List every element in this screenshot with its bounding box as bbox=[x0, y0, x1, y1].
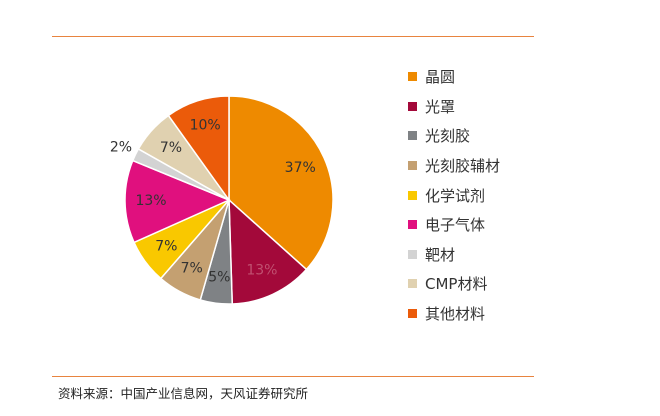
legend-item: 晶圆 bbox=[408, 62, 500, 92]
slice-label: 2% bbox=[110, 140, 132, 156]
pie-slice bbox=[124, 159, 231, 244]
legend-item: 化学试剂 bbox=[408, 180, 500, 210]
legend-label: CMP材料 bbox=[425, 275, 488, 294]
pie-slice bbox=[228, 198, 308, 305]
legend-label: 化学试剂 bbox=[425, 186, 486, 205]
legend-swatch bbox=[408, 279, 417, 289]
legend-swatch bbox=[408, 190, 417, 200]
legend-label: 光罩 bbox=[425, 97, 456, 116]
legend-label: 光刻胶辅材 bbox=[425, 157, 501, 176]
slice-label: 7% bbox=[155, 238, 177, 254]
slice-label: 37% bbox=[285, 160, 316, 176]
top-rule bbox=[52, 36, 534, 37]
legend-swatch bbox=[408, 249, 417, 259]
legend-swatch bbox=[408, 101, 417, 111]
legend-item: 光罩 bbox=[408, 92, 500, 122]
legend-label: 其他材料 bbox=[425, 305, 486, 324]
legend-item: 其他材料 bbox=[408, 299, 500, 329]
legend-swatch bbox=[408, 131, 417, 141]
legend-item: 靶材 bbox=[408, 240, 500, 270]
slice-label: 7% bbox=[160, 140, 182, 156]
legend-item: 光刻胶辅材 bbox=[408, 151, 500, 181]
legend-label: 靶材 bbox=[425, 245, 456, 264]
slice-label: 13% bbox=[246, 263, 277, 279]
pie-slice bbox=[167, 95, 230, 203]
legend-swatch bbox=[408, 161, 417, 171]
bottom-rule bbox=[52, 376, 534, 377]
legend-swatch bbox=[408, 220, 417, 230]
legend-item: CMP材料 bbox=[408, 269, 500, 299]
legend-swatch bbox=[408, 72, 417, 82]
pie-slice bbox=[228, 95, 334, 271]
slice-label: 7% bbox=[181, 261, 203, 277]
slice-label: 10% bbox=[190, 118, 221, 134]
legend-swatch bbox=[408, 309, 417, 319]
legend: 晶圆 光罩 光刻胶 光刻胶辅材 化学试剂 电子气体 靶材 CMP材料 其他材料 bbox=[408, 62, 500, 328]
legend-item: 电子气体 bbox=[408, 210, 500, 240]
legend-label: 电子气体 bbox=[425, 216, 486, 235]
legend-label: 光刻胶 bbox=[425, 127, 471, 146]
legend-item: 光刻胶 bbox=[408, 121, 500, 151]
slice-label: 13% bbox=[135, 193, 166, 209]
slice-label: 5% bbox=[208, 269, 230, 285]
legend-label: 晶圆 bbox=[425, 68, 456, 87]
source-note: 资料来源：中国产业信息网，天风证券研究所 bbox=[58, 386, 309, 401]
